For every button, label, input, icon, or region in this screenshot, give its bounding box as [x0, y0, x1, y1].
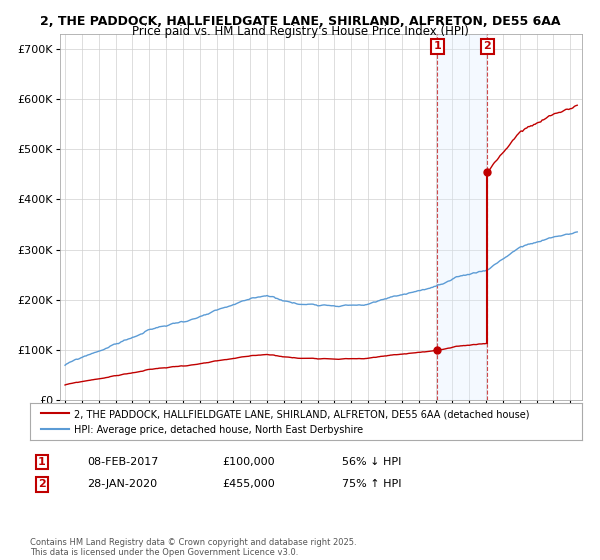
Text: 08-FEB-2017: 08-FEB-2017	[87, 457, 158, 467]
Text: 56% ↓ HPI: 56% ↓ HPI	[342, 457, 401, 467]
Text: 2, THE PADDOCK, HALLFIELDGATE LANE, SHIRLAND, ALFRETON, DE55 6AA: 2, THE PADDOCK, HALLFIELDGATE LANE, SHIR…	[40, 15, 560, 28]
Text: 2, THE PADDOCK, HALLFIELDGATE LANE, SHIRLAND, ALFRETON, DE55 6AA (detached house: 2, THE PADDOCK, HALLFIELDGATE LANE, SHIR…	[74, 409, 530, 419]
Text: Contains HM Land Registry data © Crown copyright and database right 2025.
This d: Contains HM Land Registry data © Crown c…	[30, 538, 356, 557]
Text: 75% ↑ HPI: 75% ↑ HPI	[342, 479, 401, 489]
Text: 28-JAN-2020: 28-JAN-2020	[87, 479, 157, 489]
Text: Price paid vs. HM Land Registry's House Price Index (HPI): Price paid vs. HM Land Registry's House …	[131, 25, 469, 38]
Text: 2: 2	[484, 41, 491, 52]
Bar	[437, 34, 487, 400]
Text: 1: 1	[38, 457, 46, 467]
Text: HPI: Average price, detached house, North East Derbyshire: HPI: Average price, detached house, Nort…	[74, 425, 363, 435]
Text: £455,000: £455,000	[222, 479, 275, 489]
Text: £100,000: £100,000	[222, 457, 275, 467]
Text: 2: 2	[38, 479, 46, 489]
Text: 1: 1	[433, 41, 441, 52]
